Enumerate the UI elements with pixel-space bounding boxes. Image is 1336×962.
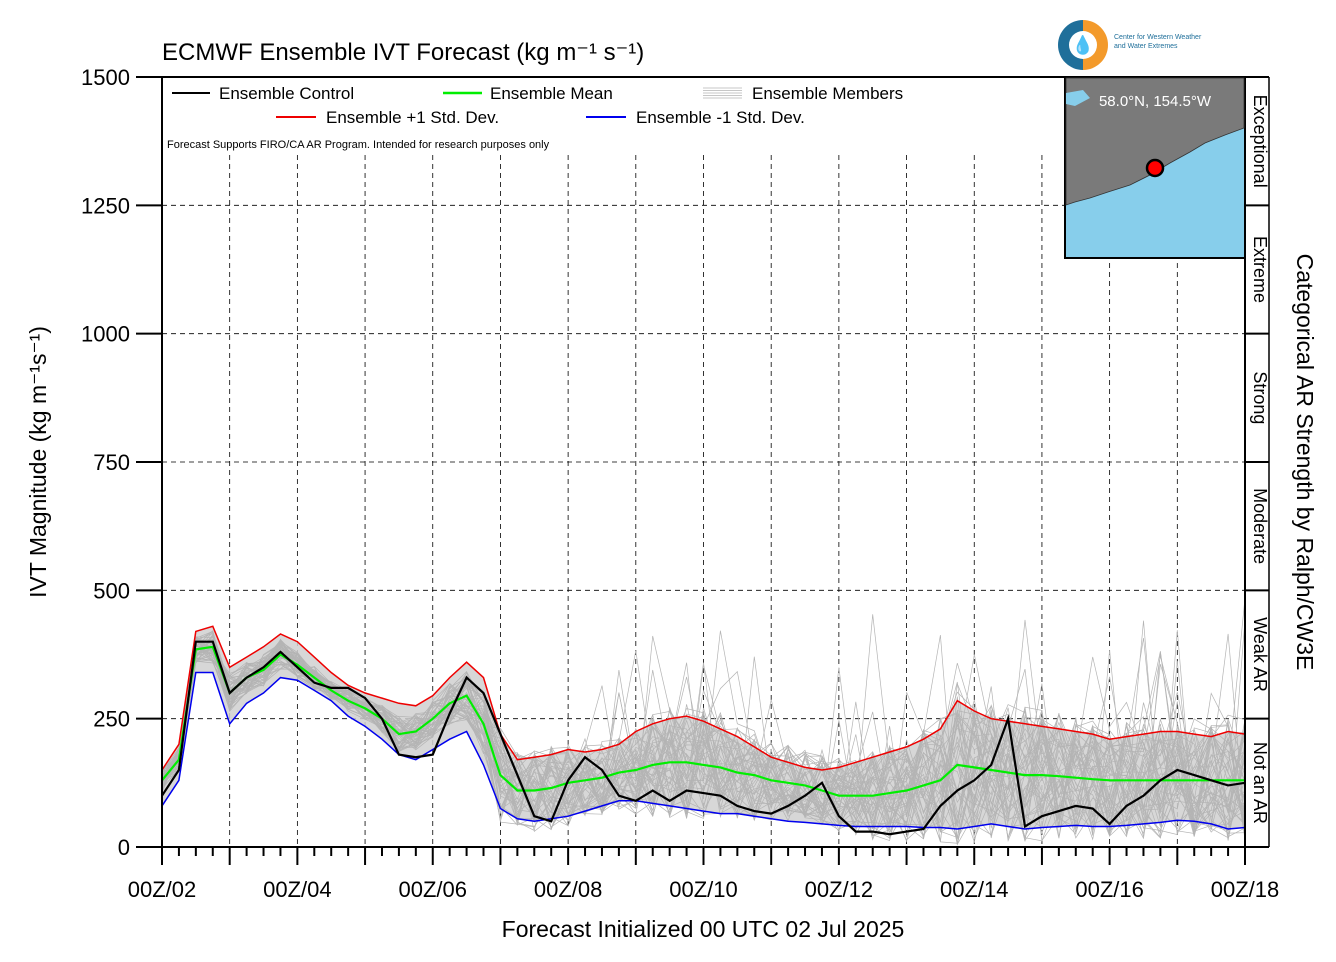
logo-text: Center for Western Weather and Water Ext… xyxy=(1114,33,1254,51)
x-tick-label: 00Z/06 xyxy=(399,877,468,902)
y-axis-label: IVT Magnitude (kg m⁻¹s⁻¹) xyxy=(25,326,51,598)
ensemble-member-line xyxy=(161,630,1246,837)
ensemble-member-line xyxy=(161,620,1246,838)
y-tick-label: 1000 xyxy=(81,322,130,347)
x-tick-label: 00Z/12 xyxy=(805,877,874,902)
inset-map-bay xyxy=(1066,90,1090,106)
logo-text-line-1: Center for Western Weather xyxy=(1114,34,1202,41)
right-axis-label: Categorical AR Strength by Ralph/CW3E xyxy=(1292,254,1318,671)
chart-title: ECMWF Ensemble IVT Forecast (kg m⁻¹ s⁻¹) xyxy=(162,39,644,66)
x-axis-label: Forecast Initialized 00 UTC 02 Jul 2025 xyxy=(502,916,905,942)
water-drop-icon: 💧 xyxy=(1069,31,1097,59)
ensemble-member-line xyxy=(161,652,1246,838)
y-tick-label: 1250 xyxy=(81,193,130,218)
cw3e-logo: 💧 Center for Western Weather and Water E… xyxy=(1058,20,1258,70)
ensemble-member-line xyxy=(161,597,1246,845)
legend-mean-label: Ensemble Mean xyxy=(490,84,613,103)
y-tick-label: 500 xyxy=(93,578,130,603)
y-tick-label: 0 xyxy=(118,835,130,860)
ar-category-label: Not an AR xyxy=(1250,742,1270,824)
legend-members-label: Ensemble Members xyxy=(752,84,903,103)
logo-text-line-2: and Water Extremes xyxy=(1114,43,1178,50)
x-tick-label: 00Z/16 xyxy=(1075,877,1144,902)
ensemble-member-line xyxy=(161,638,1246,843)
series-layer xyxy=(161,597,1246,846)
inset-map-location-label: 58.0°N, 154.5°W xyxy=(1099,93,1212,110)
ensemble-control-line xyxy=(161,640,1246,836)
plus-sd-line xyxy=(161,625,1246,771)
legend-plus-sd-label: Ensemble +1 Std. Dev. xyxy=(326,108,499,127)
ensemble-mean-line xyxy=(161,645,1245,797)
y-tick-label: 750 xyxy=(93,450,130,475)
y-tick-label: 1500 xyxy=(81,65,130,90)
ar-category-label: Extreme xyxy=(1250,236,1270,303)
x-tick-label: 00Z/10 xyxy=(669,877,738,902)
x-tick-label: 00Z/18 xyxy=(1211,877,1280,902)
inset-map: 58.0°N, 154.5°W xyxy=(1064,76,1246,259)
cw3e-logo-icon: 💧 xyxy=(1058,20,1108,70)
ar-category-label: Strong xyxy=(1250,371,1270,424)
legend: Ensemble Control Ensemble Mean Ensemble Me… xyxy=(172,84,903,127)
ensemble-member-line xyxy=(161,640,1246,834)
x-tick-label: 00Z/04 xyxy=(263,877,332,902)
legend-minus-sd-label: Ensemble -1 Std. Dev. xyxy=(636,108,805,127)
legend-control-label: Ensemble Control xyxy=(219,84,354,103)
location-marker-icon xyxy=(1145,158,1165,178)
ar-category-label: Weak AR xyxy=(1250,617,1270,692)
x-tick-label: 00Z/14 xyxy=(940,877,1009,902)
x-tick-label: 00Z/08 xyxy=(534,877,603,902)
minus-sd-line xyxy=(161,671,1246,830)
disclaimer: Forecast Supports FIRO/CA AR Program. In… xyxy=(167,139,550,151)
ensemble-member-line xyxy=(161,636,1246,838)
ar-category-label: Exceptional xyxy=(1250,95,1270,188)
axes: 0 250 500 750 1000 1250 1500 00Z/02 00Z/04 00Z/06… xyxy=(81,65,1279,902)
y-tick-label: 250 xyxy=(93,707,130,732)
x-tick-label: 00Z/02 xyxy=(128,877,197,902)
ar-category-label: Moderate xyxy=(1250,488,1270,564)
